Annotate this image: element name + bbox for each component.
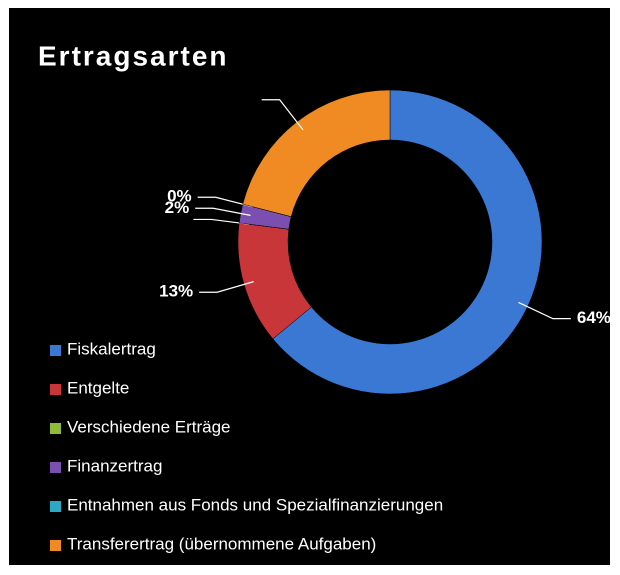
legend-swatch [50, 501, 61, 512]
legend-swatch [50, 540, 61, 551]
leader-line [261, 99, 304, 131]
slice [242, 89, 391, 217]
data-label: 13% [159, 282, 193, 301]
legend-swatch [50, 345, 61, 356]
legend-label: Transferertrag (übernommene Aufgaben) [67, 534, 376, 553]
legend-label: Fiskalertrag [67, 339, 156, 358]
chart-title: Ertragsarten [38, 40, 229, 71]
leader-line [199, 281, 254, 293]
leader-line [195, 207, 251, 216]
slice [272, 89, 543, 395]
legend-swatch [50, 462, 61, 473]
legend-swatch [50, 423, 61, 434]
data-label: 2% [165, 198, 190, 217]
leader-line [518, 301, 571, 320]
data-label: 0% [167, 187, 192, 206]
leader-line [197, 196, 253, 208]
leader-line [193, 218, 250, 225]
data-label: 64% [577, 308, 611, 327]
legend-label: Verschiedene Erträge [67, 417, 231, 436]
legend-label: Entgelte [67, 378, 129, 397]
legend-label: Entnahmen aus Fonds und Spezialfinanzier… [67, 495, 443, 514]
legend-swatch [50, 384, 61, 395]
legend-label: Finanzertrag [67, 456, 162, 475]
